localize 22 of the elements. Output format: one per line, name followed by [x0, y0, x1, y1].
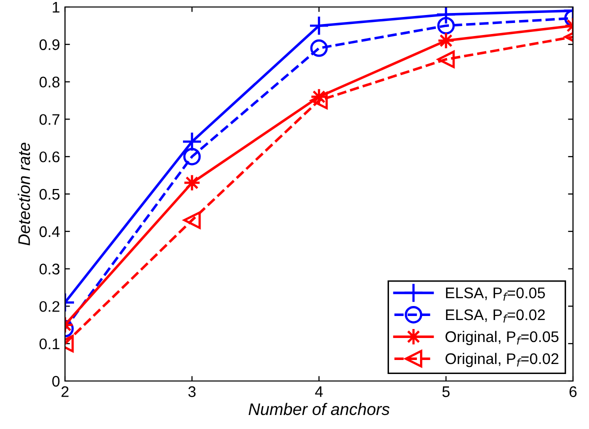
y-tick-label: 0.6	[40, 151, 60, 162]
y-tick-label: 0.3	[40, 264, 60, 274]
y-tick-label: 0.1	[40, 338, 60, 350]
x-axis-title: Number of anchors	[248, 402, 390, 416]
y-tick-label: 0.5	[40, 188, 60, 200]
y-tick-label: 0.9	[40, 39, 60, 50]
y-tick-label: 0	[52, 376, 60, 387]
x-tick-label: 4	[315, 386, 323, 397]
y-tick-label: 0.8	[40, 76, 60, 88]
y-tick-label: 0.7	[40, 114, 60, 125]
y-tick-label: 0.2	[40, 301, 60, 312]
y-tick-label: 1	[52, 2, 60, 13]
x-tick-label: 2	[62, 386, 68, 397]
legend-label: ELSA, P$_{f}$=0.02	[446, 309, 545, 323]
y-tick-label: 0.4	[40, 226, 60, 238]
legend-label: Original, P$_{f}$=0.02	[446, 352, 558, 368]
x-tick-label: 3	[188, 386, 196, 398]
y-axis-title: Detection rate	[18, 142, 30, 246]
x-tick-label: 5	[442, 386, 450, 398]
legend-label: ELSA, P$_{f}$=0.05	[446, 288, 545, 301]
x-tick-label: 6	[570, 386, 577, 398]
legend-label: Original, P$_{f}$=0.05	[446, 330, 558, 346]
